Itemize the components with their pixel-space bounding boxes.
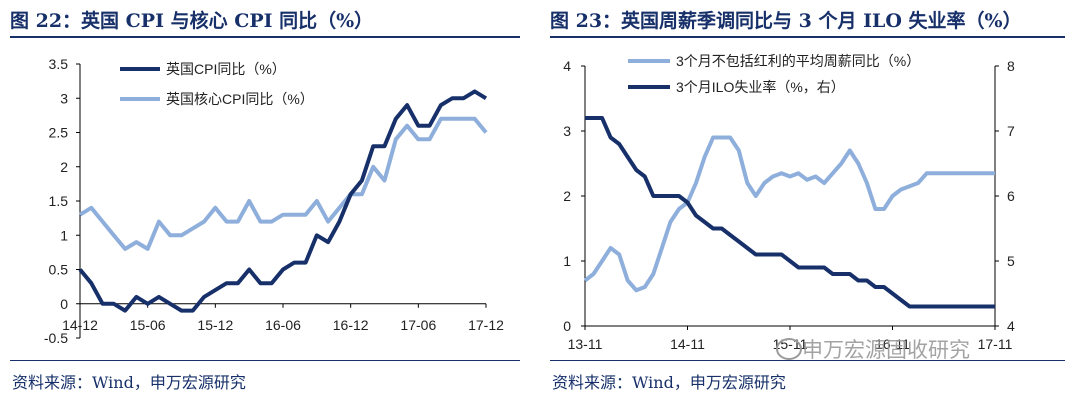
y-tick-label: 2.5 xyxy=(49,125,69,141)
series-line xyxy=(78,116,488,251)
x-tick-label: 13-11 xyxy=(568,336,603,352)
x-tick-label: 16-06 xyxy=(265,317,301,333)
y-tick-label: 1 xyxy=(563,253,571,269)
y2-tick-label: 5 xyxy=(1007,253,1015,269)
chart-title: 图 22：英国 CPI 与核心 CPI 同比（%） xyxy=(10,10,374,32)
chart-panel-cpi: 图 22：英国 CPI 与核心 CPI 同比（%） 3.5 3 2.5 2 1.5 1 0.… xyxy=(0,0,530,401)
legend-label: 英国核心CPI同比（%） xyxy=(166,91,314,107)
y-tick-label: 0.5 xyxy=(49,262,69,278)
source-note: 资料来源：Wind，申万宏源研究 xyxy=(12,373,246,392)
y-tick-label: 3 xyxy=(563,123,571,139)
y2-tick-label: 7 xyxy=(1007,123,1015,139)
x-tick-label: 17-06 xyxy=(400,317,436,333)
y-tick-label: 0 xyxy=(563,318,571,334)
chart-title: 图 23：英国周薪季调同比与 3 个月 ILO 失业率（%） xyxy=(550,10,1022,32)
title-rule xyxy=(550,36,1065,38)
source-note: 资料来源：Wind，申万宏源研究 xyxy=(552,373,786,392)
title-rule xyxy=(10,36,520,38)
y-tick-label: 3 xyxy=(60,90,68,106)
y-tick-label: 1.5 xyxy=(49,193,69,209)
series-line xyxy=(78,89,488,313)
bottom-rule xyxy=(550,360,1065,361)
y-tick-label: 1 xyxy=(60,227,68,243)
y-tick-label: 2 xyxy=(563,188,571,204)
x-tick-label: 15-12 xyxy=(197,317,233,333)
y-tick-label: 4 xyxy=(563,58,571,74)
x-tick-label: 16-12 xyxy=(333,317,369,333)
legend-label: 3个月ILO失业率（%，右） xyxy=(676,79,845,95)
x-tick-label: 15-06 xyxy=(130,317,166,333)
cpi-chart: 3.5 3 2.5 2 1.5 1 0.5 0 -0.514-12 15-06 15-12 16-06… xyxy=(44,56,504,346)
x-tick-label: 17-12 xyxy=(468,317,504,333)
x-tick-label: 16-11 xyxy=(875,336,910,352)
x-tick-label: 17-11 xyxy=(978,336,1013,352)
legend-label: 3个月不包括红利的平均周薪同比（%） xyxy=(676,53,920,69)
bottom-rule xyxy=(10,360,520,361)
x-tick-label: 14-11 xyxy=(670,336,705,352)
y-tick-label: 2 xyxy=(60,159,68,175)
y-tick-label: -0.5 xyxy=(44,330,68,346)
legend-label: 英国CPI同比（%） xyxy=(166,61,286,77)
wechat-icon xyxy=(776,338,802,360)
x-tick-label: 14-12 xyxy=(62,317,98,333)
y2-tick-label: 6 xyxy=(1007,188,1015,204)
series-line xyxy=(583,135,995,293)
y-tick-label: 0 xyxy=(60,296,68,312)
series-line xyxy=(585,116,995,309)
y2-tick-label: 4 xyxy=(1007,318,1015,334)
y2-tick-label: 8 xyxy=(1007,58,1015,74)
watermark: 申万宏源固收研究 xyxy=(802,339,970,362)
chart-panel-wages: 图 23：英国周薪季调同比与 3 个月 ILO 失业率（%） 4 3 2 1 0 8 7 6 5… xyxy=(540,0,1080,401)
y-tick-label: 3.5 xyxy=(49,56,69,72)
